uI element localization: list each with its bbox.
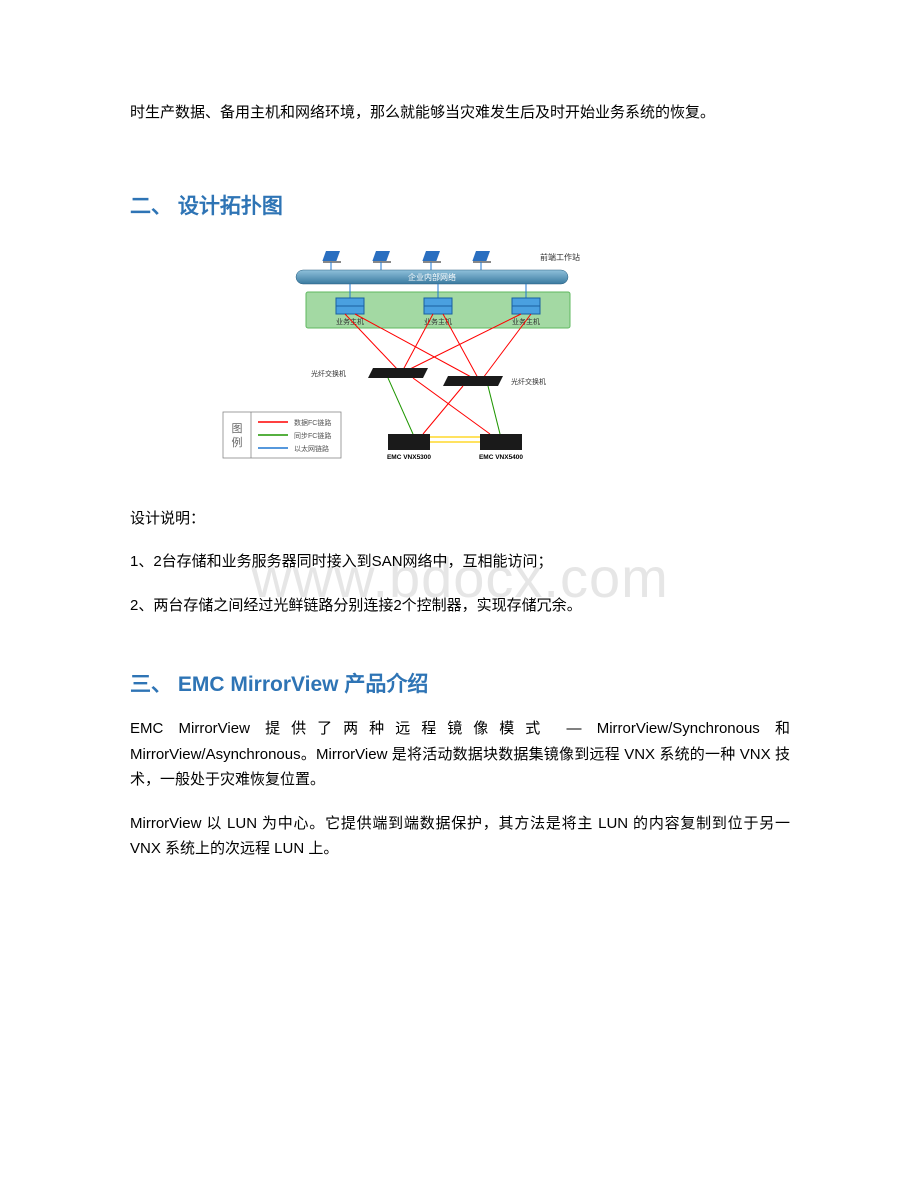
design-note-1: 1、2台存储和业务服务器同时接入到SAN网络中，互相能访问； bbox=[130, 549, 790, 575]
svg-text:业务主机: 业务主机 bbox=[336, 317, 364, 326]
svg-text:数据FC链路: 数据FC链路 bbox=[294, 418, 331, 427]
section-3-p1: EMC MirrorView 提供了两种远程镜像模式 — MirrorView/… bbox=[130, 716, 790, 793]
switch-storage-links bbox=[388, 378, 500, 434]
svg-text:EMC VNX5300: EMC VNX5300 bbox=[387, 454, 431, 461]
svg-text:业务主机: 业务主机 bbox=[512, 317, 540, 326]
section-3-p2: MirrorView 以 LUN 为中心。它提供端到端数据保护，其方法是将主 L… bbox=[130, 811, 790, 862]
svg-text:同步FC链路: 同步FC链路 bbox=[294, 431, 331, 440]
diagram-legend: 图 例 数据FC链路 同步FC链路 以太网链路 bbox=[223, 412, 341, 458]
design-note-2: 2、两台存储之间经过光鲜链路分别连接2个控制器，实现存储冗余。 bbox=[130, 593, 790, 619]
host-1: 业务主机 bbox=[336, 298, 364, 326]
svg-text:图: 图 bbox=[232, 422, 243, 435]
switch-1: 光纤交换机 bbox=[311, 368, 428, 378]
svg-text:EMC VNX5400: EMC VNX5400 bbox=[479, 454, 523, 461]
svg-text:以太网链路: 以太网链路 bbox=[294, 444, 329, 453]
svg-text:光纤交换机: 光纤交换机 bbox=[511, 377, 546, 386]
network-bar-label: 企业内部网络 bbox=[408, 272, 456, 282]
design-note-label: 设计说明： bbox=[130, 506, 790, 532]
topology-diagram: 前端工作站 企业内部网络 业务主机 业务 bbox=[218, 248, 588, 468]
intro-paragraph: 时生产数据、备用主机和网络环境，那么就能够当灾难发生后及时开始业务系统的恢复。 bbox=[130, 100, 790, 126]
host-3: 业务主机 bbox=[512, 298, 540, 326]
svg-text:例: 例 bbox=[232, 435, 243, 449]
storage-1: EMC VNX5300 bbox=[387, 434, 431, 461]
workstation-group: 前端工作站 bbox=[322, 251, 580, 263]
storage-2: EMC VNX5400 bbox=[479, 434, 523, 461]
svg-text:业务主机: 业务主机 bbox=[424, 317, 452, 326]
switch-2: 光纤交换机 bbox=[443, 376, 546, 386]
section-3-heading: 三、 EMC MirrorView 产品介绍 bbox=[130, 668, 790, 698]
svg-text:光纤交换机: 光纤交换机 bbox=[311, 369, 346, 378]
workstation-label: 前端工作站 bbox=[540, 252, 580, 262]
section-2-heading: 二、 设计拓扑图 bbox=[130, 190, 790, 220]
